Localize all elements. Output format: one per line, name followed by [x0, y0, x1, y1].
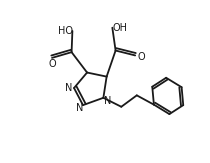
Text: HO: HO: [58, 26, 73, 36]
Text: N: N: [65, 83, 72, 93]
Text: N: N: [104, 96, 111, 106]
Text: OH: OH: [112, 23, 127, 33]
Text: O: O: [138, 52, 146, 62]
Text: N: N: [76, 103, 83, 113]
Text: O: O: [48, 59, 56, 69]
